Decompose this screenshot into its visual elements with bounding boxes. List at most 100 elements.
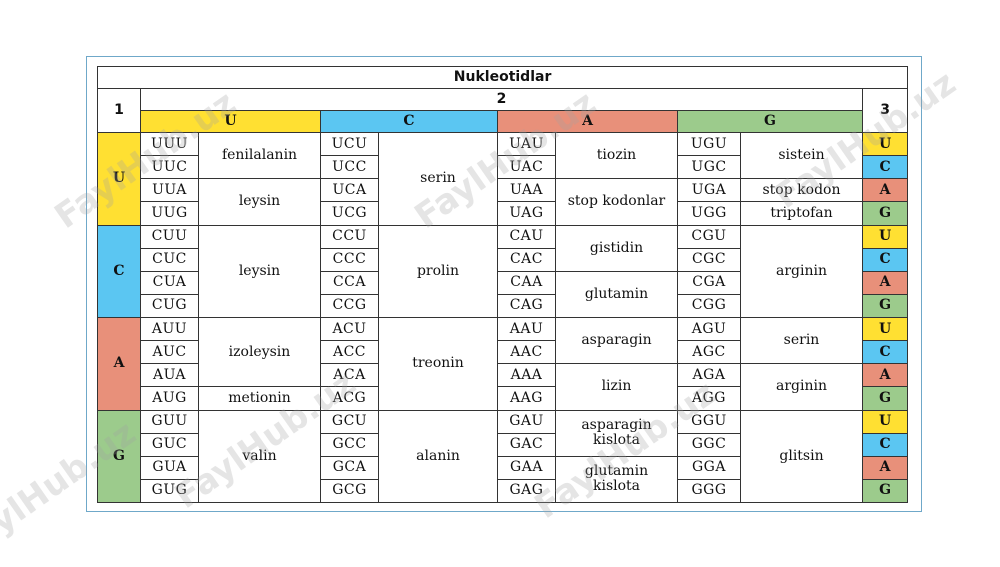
table-row: UUG UCG UAG UGG triptofan G	[98, 201, 909, 226]
amino-acid-cell: treonin	[378, 317, 498, 411]
codon-cell: AAA	[497, 363, 556, 388]
amino-acid-cell: izoleysin	[198, 316, 321, 388]
amino-acid-cell: valin	[198, 409, 321, 503]
codon-cell: CGU	[677, 224, 741, 249]
table-row: GUC GCC GAC GGC C	[98, 432, 909, 457]
amino-acid-cell: stop kodon	[740, 178, 863, 203]
codon-cell: AUC	[140, 340, 199, 365]
first-nucleotide-u: U	[97, 132, 141, 226]
second-nucleotide-header-c: C	[320, 110, 498, 133]
third-nucleotide-c: C	[861, 247, 909, 272]
amino-acid-cell: glitsin	[740, 409, 863, 503]
third-nucleotide-a: A	[861, 270, 909, 295]
codon-cell: UUA	[140, 178, 199, 203]
codon-cell: AUG	[140, 386, 199, 411]
codon-cell: UGA	[677, 178, 741, 203]
first-nucleotide-c: C	[97, 224, 141, 318]
codon-cell: UAU	[497, 131, 556, 157]
third-nucleotide-u: U	[861, 316, 909, 342]
amino-acid-cell: alanin	[378, 409, 498, 503]
third-nucleotide-g: G	[861, 201, 909, 226]
codon-cell: CAC	[497, 247, 556, 272]
amino-acid-cell: asparagin	[555, 316, 678, 365]
codon-cell: GCG	[320, 478, 379, 504]
codon-cell: GUA	[140, 455, 199, 480]
codon-cell: AAG	[497, 386, 556, 411]
table-row: GUG GCG GAG GGG G	[98, 478, 909, 504]
amino-acid-cell: gistidin	[555, 224, 678, 272]
codon-cell: CCC	[320, 247, 379, 272]
codon-cell: CCU	[320, 224, 379, 249]
table-row: UUA leysin UCA UAA stop kodonlar UGA stop kodo…	[98, 178, 909, 226]
codon-cell: GGG	[677, 478, 741, 504]
codon-cell: CGA	[677, 270, 741, 295]
first-nucleotide-a: A	[97, 317, 141, 411]
codon-cell: UGU	[677, 131, 741, 157]
amino-acid-cell: tiozin	[555, 131, 678, 180]
third-nucleotide-u: U	[861, 224, 909, 249]
codon-cell: UCU	[320, 131, 379, 157]
codon-cell: GUG	[140, 478, 199, 504]
amino-acid-cell: lizin	[555, 363, 678, 411]
amino-acid-cell: stop kodonlar	[555, 178, 678, 226]
amino-acid-cell: glutamin kislota	[555, 455, 678, 504]
codon-cell: GUU	[140, 409, 199, 434]
codon-cell: CAA	[497, 270, 556, 295]
amino-acid-cell: asparagin kislota	[555, 409, 678, 457]
amino-acid-cell: fenilalanin	[198, 131, 321, 180]
table-row: AUC ACC AAC AGC C	[98, 340, 909, 365]
codon-cell: CUC	[140, 247, 199, 272]
codon-cell: UAG	[497, 201, 556, 226]
third-nucleotide-c: C	[861, 340, 909, 365]
codon-cell: AAU	[497, 316, 556, 342]
codon-cell: UCC	[320, 155, 379, 180]
third-nucleotide-g: G	[861, 478, 909, 504]
table-row: CUA CCA CAA glutamin CGA A	[98, 270, 909, 319]
codon-cell: GGC	[677, 432, 741, 457]
third-nucleotide-c: C	[861, 155, 909, 180]
first-nucleotide-label: 1	[97, 88, 141, 133]
codon-cell: AGG	[677, 386, 741, 411]
codon-cell: CGG	[677, 293, 741, 319]
codon-cell: GCC	[320, 432, 379, 457]
amino-acid-cell: triptofan	[740, 201, 863, 226]
third-nucleotide-g: G	[861, 293, 909, 319]
codon-cell: ACU	[320, 316, 379, 342]
amino-acid-cell: arginin	[740, 224, 863, 318]
table-row: U UUU fenilalanin UCU serin UAU tiozin UGU siste…	[97, 131, 909, 226]
codon-cell: GCU	[320, 409, 379, 434]
codon-cell: ACA	[320, 363, 379, 388]
codon-cell: UUU	[140, 131, 199, 157]
second-nucleotide-header-a: A	[497, 110, 678, 133]
third-nucleotide-a: A	[861, 363, 909, 388]
codon-cell: UGG	[677, 201, 741, 226]
amino-acid-cell: serin	[378, 132, 498, 226]
codon-cell: GAG	[497, 478, 556, 504]
codon-cell: UUC	[140, 155, 199, 180]
amino-acid-cell: sistein	[740, 131, 863, 180]
second-nucleotide-header-g: G	[677, 110, 863, 133]
codon-cell: ACG	[320, 386, 379, 411]
codon-cell: CUG	[140, 293, 199, 319]
second-nucleotide-label: 2	[140, 88, 863, 111]
table-title: Nukleotidlar	[96, 66, 909, 89]
amino-acid-cell: serin	[740, 316, 863, 365]
codon-cell: UAC	[497, 155, 556, 180]
codon-cell: AAC	[497, 340, 556, 365]
codon-cell: CUU	[140, 224, 199, 249]
codon-cell: CGC	[677, 247, 741, 272]
codon-cell: GUC	[140, 432, 199, 457]
codon-cell: AGC	[677, 340, 741, 365]
second-nucleotide-header-u: U	[140, 110, 321, 133]
amino-acid-cell: glutamin	[555, 270, 678, 319]
table-row: G GUU valin GCU alanin GAU asparagin kislota GG…	[97, 409, 909, 503]
codon-cell: UCA	[320, 178, 379, 203]
codon-cell: UGC	[677, 155, 741, 180]
third-nucleotide-a: A	[861, 455, 909, 480]
amino-acid-cell: prolin	[378, 224, 498, 318]
codon-cell: ACC	[320, 340, 379, 365]
codon-cell: GGU	[677, 409, 741, 434]
first-nucleotide-g: G	[97, 409, 141, 503]
table-row: AUA ACA AAA lizin AGA arginin A	[98, 363, 909, 411]
codon-cell: AUA	[140, 363, 199, 388]
